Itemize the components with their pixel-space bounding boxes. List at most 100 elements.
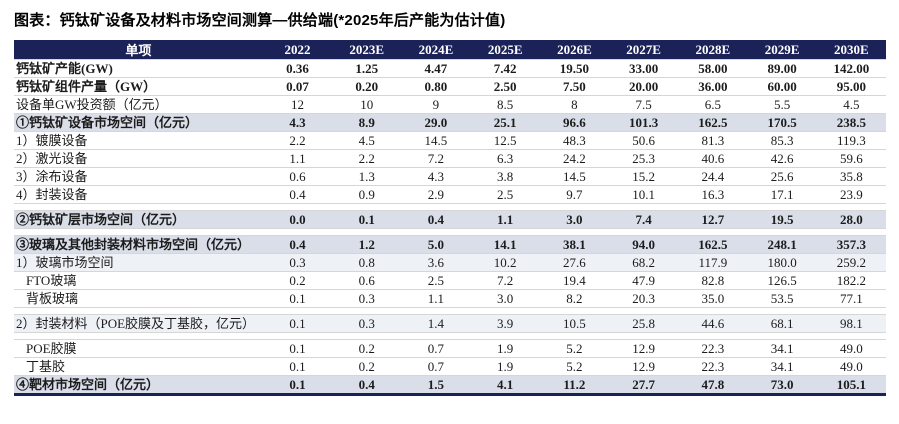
value-cell: 82.8: [678, 271, 748, 290]
value-cell: 0.0: [262, 210, 333, 229]
value-cell: 7.42: [470, 59, 540, 78]
value-cell: 48.3: [539, 131, 610, 150]
row-label: 钙钛矿产能(GW): [14, 59, 263, 78]
value-cell: 4.3: [401, 167, 471, 186]
table-row: FTO玻璃 0.2 0.6 2.5 7.2 19.4 47.9 82.8 126.5 182.2: [14, 271, 886, 290]
column-header-year: 2024E: [401, 40, 471, 60]
value-cell: 0.1: [262, 314, 333, 333]
value-cell: 182.2: [816, 271, 886, 290]
value-cell: 10.1: [609, 185, 679, 204]
table-row: 背板玻璃 0.1 0.3 1.1 3.0 8.2 20.3 35.0 53.5 77.1: [14, 289, 886, 308]
value-cell: 98.1: [816, 314, 886, 333]
value-cell: 2.2: [262, 131, 333, 150]
value-cell: 0.36: [262, 59, 333, 78]
table-row: 3）涂布设备 0.6 1.3 4.3 3.8 14.5 15.2 24.4 25.6 35.8: [14, 167, 886, 186]
value-cell: 162.5: [678, 113, 748, 132]
value-cell: 248.1: [747, 235, 817, 254]
column-header-item: 单项: [14, 40, 263, 60]
value-cell: 0.2: [332, 339, 402, 358]
row-label: 丁基胶: [14, 357, 263, 376]
value-cell: 6.3: [470, 149, 540, 168]
value-cell: 12.5: [470, 131, 540, 150]
table-row: POE胶膜 0.1 0.2 0.7 1.9 5.2 12.9 22.3 34.1 49.0: [14, 339, 886, 358]
value-cell: 17.1: [747, 185, 817, 204]
value-cell: 4.5: [332, 131, 402, 150]
value-cell: 14.5: [539, 167, 610, 186]
row-label: POE胶膜: [14, 339, 263, 358]
value-cell: 10: [332, 95, 402, 114]
row-label: ③玻璃及其他封装材料市场空间（亿元）: [14, 235, 263, 254]
value-cell: 8.2: [539, 289, 610, 308]
table-row: 设备单GW投资额（亿元） 12 10 9 8.5 8 7.5 6.5 5.5 4.5: [14, 95, 886, 114]
value-cell: 10.5: [539, 314, 610, 333]
value-cell: 3.8: [470, 167, 540, 186]
value-cell: 11.2: [539, 375, 610, 395]
value-cell: 5.2: [539, 357, 610, 376]
spacer-cell: [14, 332, 886, 340]
row-label: 1）镀膜设备: [14, 131, 263, 150]
value-cell: 4.3: [262, 113, 333, 132]
value-cell: 162.5: [678, 235, 748, 254]
value-cell: 36.00: [678, 77, 748, 96]
value-cell: 0.2: [262, 271, 333, 290]
column-header-year: 2028E: [678, 40, 748, 60]
value-cell: 3.0: [539, 210, 610, 229]
value-cell: 0.4: [262, 185, 333, 204]
value-cell: 0.20: [332, 77, 402, 96]
value-cell: 0.1: [262, 357, 333, 376]
value-cell: 8.5: [470, 95, 540, 114]
value-cell: 25.8: [609, 314, 679, 333]
value-cell: 0.9: [332, 185, 402, 204]
value-cell: 0.3: [262, 253, 333, 272]
value-cell: 19.50: [539, 59, 610, 78]
row-label: 2）激光设备: [14, 149, 263, 168]
table-header-row: 单项 2022 2023E 2024E 2025E 2026E 2027E 2028E 2029…: [14, 40, 886, 60]
figure-title: 图表：钙钛矿设备及材料市场空间测算—供给端(*2025年后产能为估计值): [14, 12, 506, 29]
column-header-year: 2023E: [332, 40, 402, 60]
value-cell: 8: [539, 95, 610, 114]
table-row: ①钙钛矿设备市场空间（亿元） 4.3 8.9 29.0 25.1 96.6 101.3 162…: [14, 113, 886, 132]
value-cell: 1.1: [470, 210, 540, 229]
value-cell: 94.0: [609, 235, 679, 254]
value-cell: 6.5: [678, 95, 748, 114]
value-cell: 95.00: [816, 77, 886, 96]
value-cell: 101.3: [609, 113, 679, 132]
column-header-year: 2025E: [470, 40, 540, 60]
spacer-row: [14, 228, 886, 236]
value-cell: 22.3: [678, 357, 748, 376]
value-cell: 259.2: [816, 253, 886, 272]
table-row: ②钙钛矿层市场空间（亿元） 0.0 0.1 0.4 1.1 3.0 7.4 12.7 19.5 2…: [14, 210, 886, 229]
row-label: ①钙钛矿设备市场空间（亿元）: [14, 113, 263, 132]
value-cell: 33.00: [609, 59, 679, 78]
value-cell: 0.7: [401, 357, 471, 376]
value-cell: 180.0: [747, 253, 817, 272]
table-row: ③玻璃及其他封装材料市场空间（亿元） 0.4 1.2 5.0 14.1 38.1 94.0 1…: [14, 235, 886, 254]
value-cell: 24.2: [539, 149, 610, 168]
row-label: 设备单GW投资额（亿元）: [14, 95, 263, 114]
table-body: 钙钛矿产能(GW) 0.36 1.25 4.47 7.42 19.50 33.00 58.00…: [14, 59, 886, 395]
value-cell: 12.7: [678, 210, 748, 229]
value-cell: 20.3: [609, 289, 679, 308]
value-cell: 170.5: [747, 113, 817, 132]
column-header-year: 2027E: [609, 40, 679, 60]
value-cell: 0.8: [332, 253, 402, 272]
value-cell: 24.4: [678, 167, 748, 186]
value-cell: 23.9: [816, 185, 886, 204]
value-cell: 5.5: [747, 95, 817, 114]
value-cell: 89.00: [747, 59, 817, 78]
value-cell: 25.1: [470, 113, 540, 132]
spacer-row: [14, 307, 886, 315]
value-cell: 3.9: [470, 314, 540, 333]
value-cell: 49.0: [816, 357, 886, 376]
value-cell: 5.2: [539, 339, 610, 358]
value-cell: 0.4: [332, 375, 402, 395]
value-cell: 96.6: [539, 113, 610, 132]
value-cell: 20.00: [609, 77, 679, 96]
value-cell: 7.4: [609, 210, 679, 229]
value-cell: 10.2: [470, 253, 540, 272]
value-cell: 0.1: [332, 210, 402, 229]
value-cell: 3.6: [401, 253, 471, 272]
value-cell: 2.50: [470, 77, 540, 96]
value-cell: 4.1: [470, 375, 540, 395]
value-cell: 7.50: [539, 77, 610, 96]
